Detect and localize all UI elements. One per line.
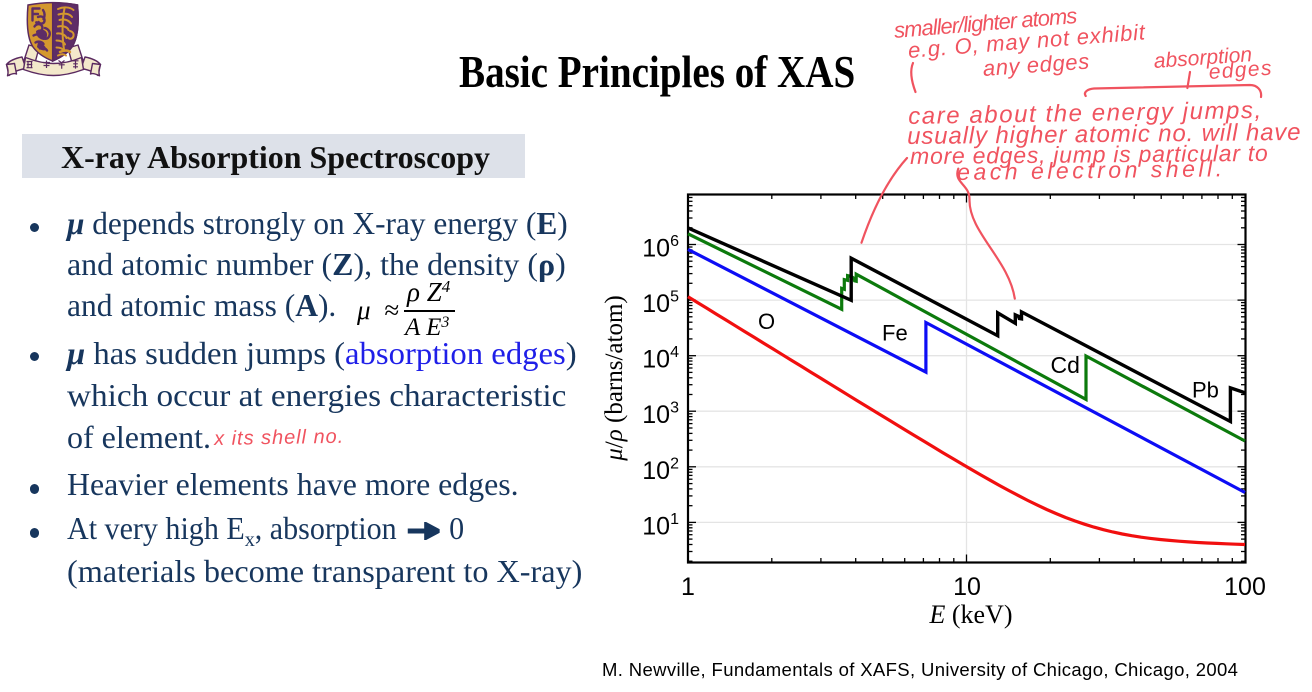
svg-text:Pb: Pb — [1192, 378, 1219, 403]
svg-text:104: 104 — [642, 344, 679, 374]
svg-text:Fe: Fe — [882, 321, 908, 346]
svg-text:106: 106 — [642, 233, 679, 263]
svg-text:10: 10 — [953, 573, 981, 601]
svg-text:102: 102 — [642, 455, 679, 485]
svg-text:μ/ρ (barns/atom): μ/ρ (barns/atom) — [601, 295, 628, 462]
svg-text:101: 101 — [642, 511, 679, 541]
svg-text:Cd: Cd — [1051, 352, 1080, 378]
svg-text:E (keV): E (keV) — [928, 600, 1012, 629]
svg-text:103: 103 — [642, 400, 679, 430]
svg-text:105: 105 — [642, 289, 679, 319]
svg-text:1: 1 — [681, 573, 695, 601]
svg-text:100: 100 — [1224, 573, 1266, 601]
svg-text:O: O — [758, 309, 775, 334]
